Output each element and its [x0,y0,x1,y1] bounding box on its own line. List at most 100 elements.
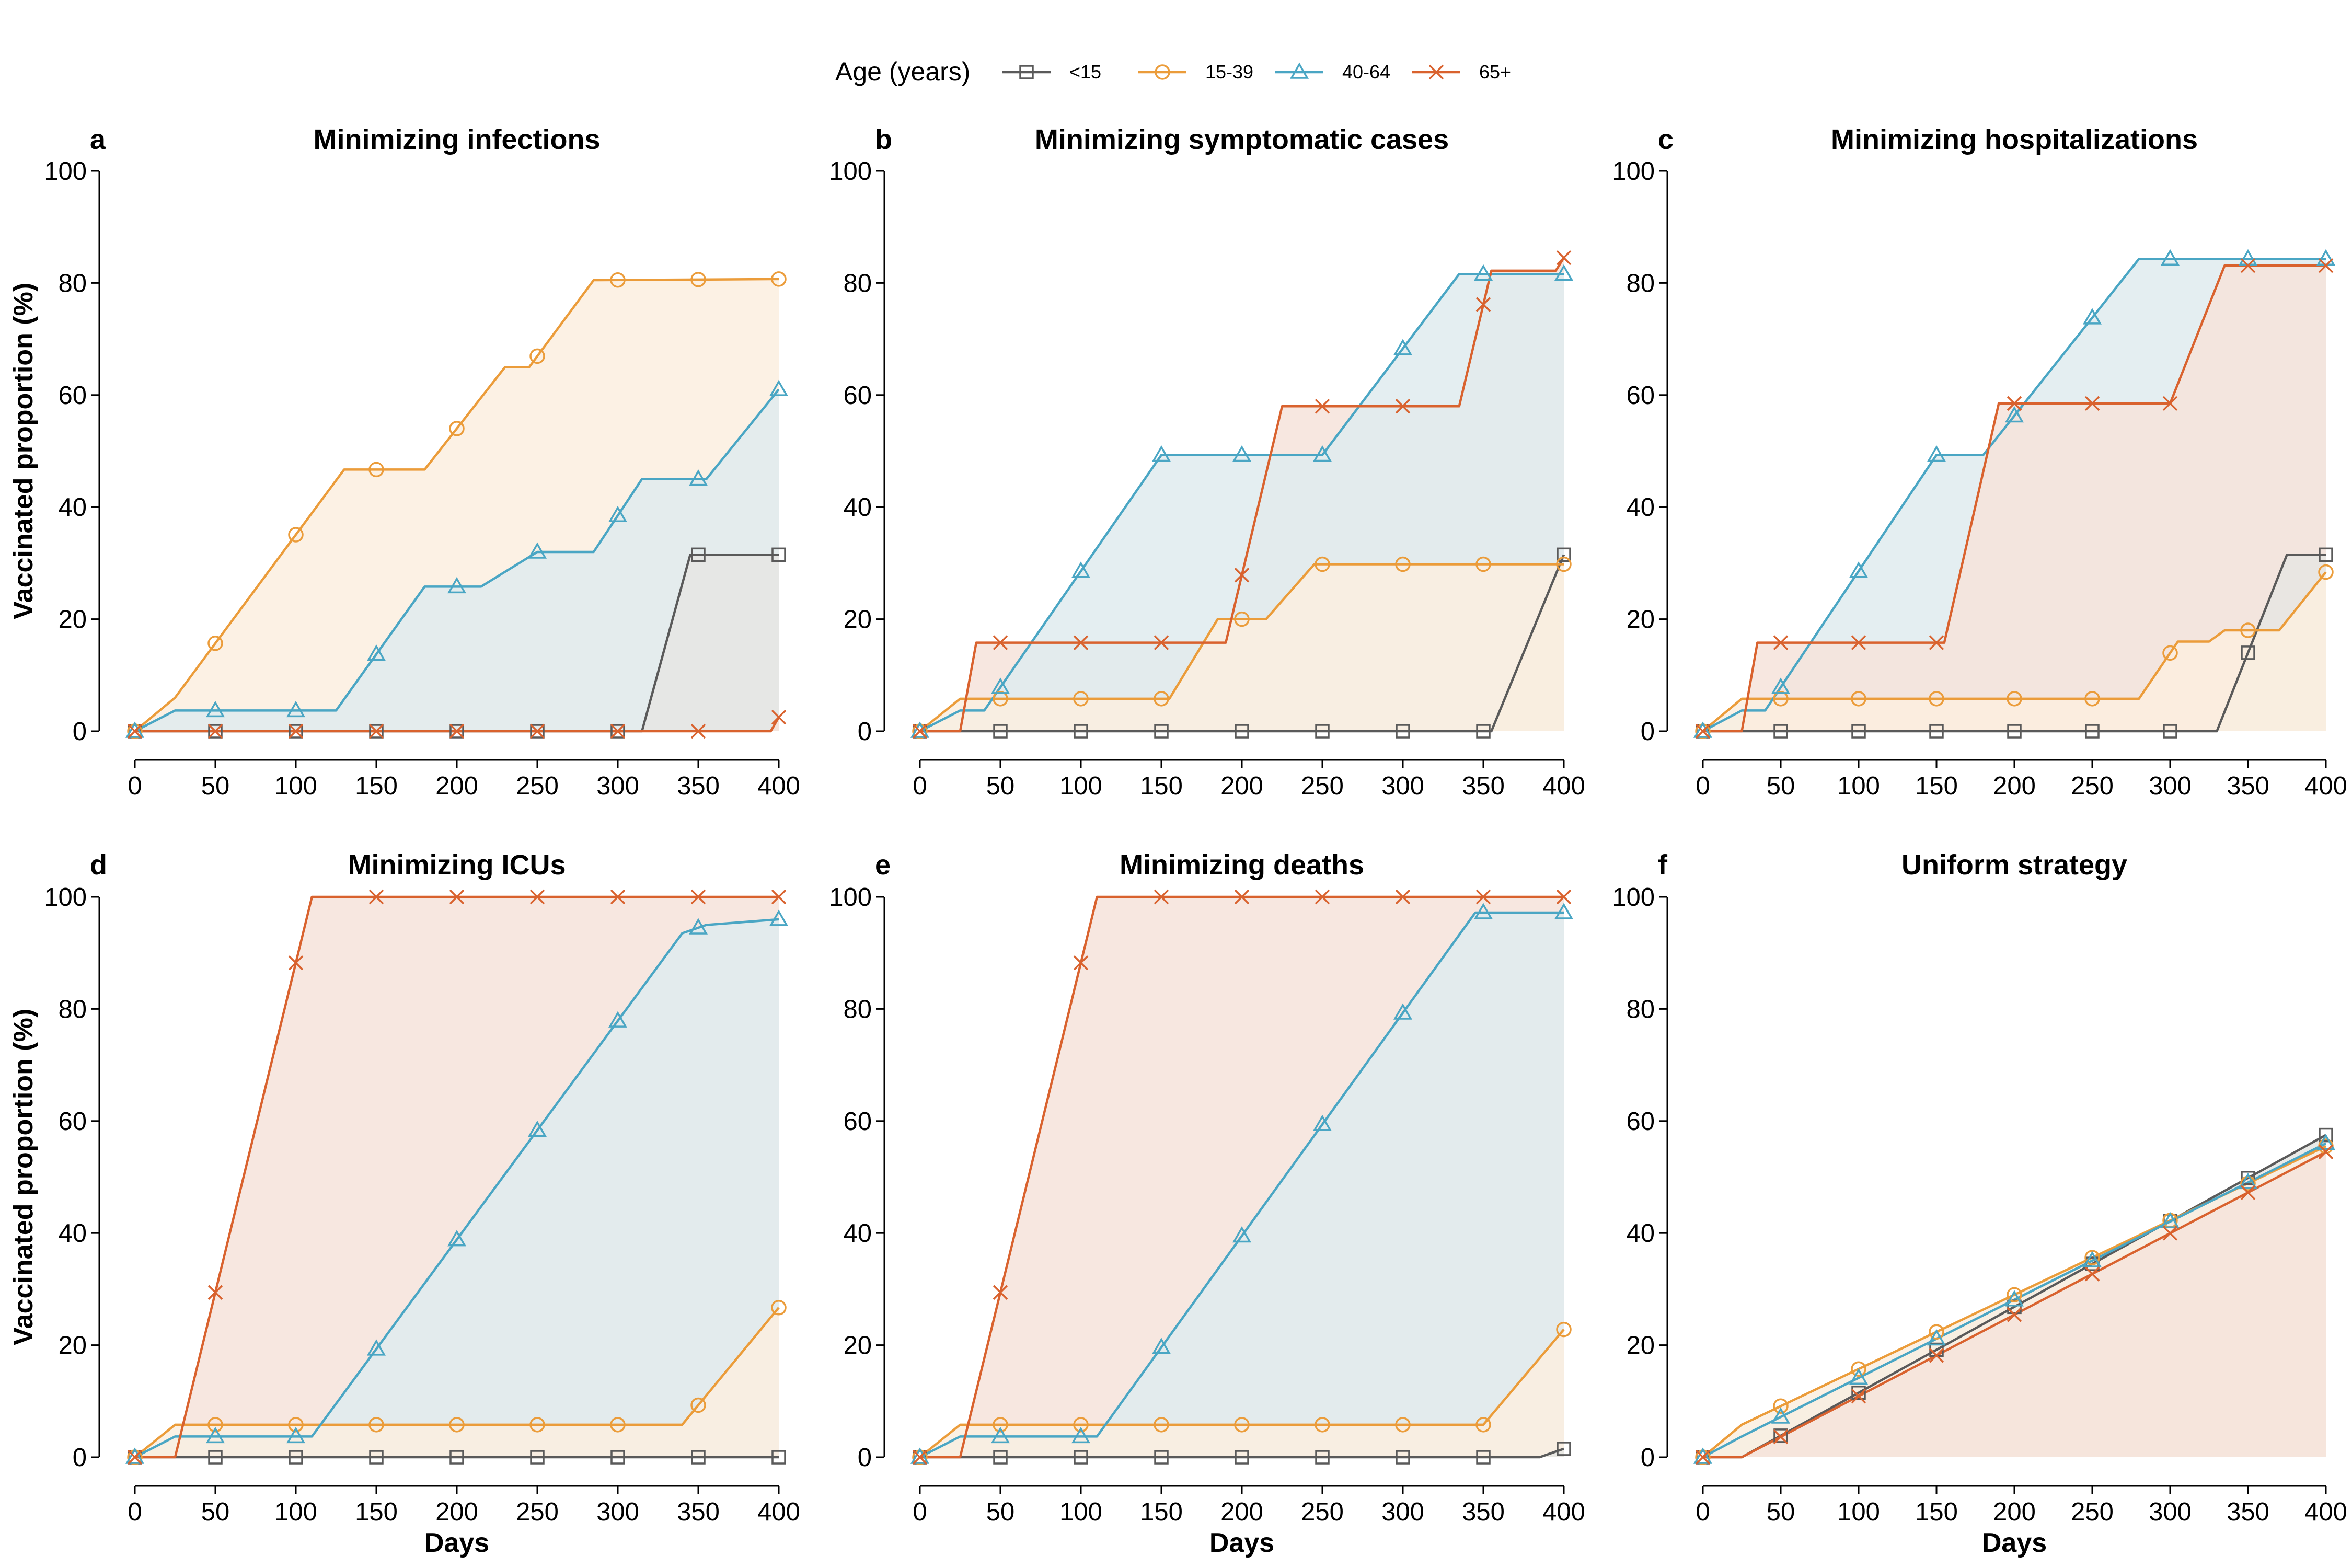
point-b-lt15-150 [1154,724,1169,739]
point-d-15-39-400 [771,1300,787,1316]
y-tick-label-e-0: 0 [858,1444,872,1472]
markers-a-65plus [127,709,787,739]
point-c-15-39-250 [2084,691,2100,707]
point-c-65plus-150 [1929,635,1944,650]
point-b-65plus-0 [912,723,928,739]
point-b-15-39-200 [1234,611,1250,627]
x-tick-label-f-350: 350 [2227,1498,2269,1526]
point-a-40-64-200 [447,577,467,594]
point-f-40-64-0 [1693,1447,1713,1464]
x-tick-label-d-250: 250 [516,1498,559,1526]
point-c-40-64-300 [2160,249,2180,266]
point-b-lt15-50 [993,724,1008,739]
point-b-40-64-350 [1473,264,1493,281]
point-c-65plus-100 [1851,635,1866,650]
point-c-lt15-400 [2319,547,2333,562]
point-c-15-39-50 [1773,691,1789,707]
point-e-15-39-50 [993,1417,1008,1433]
point-f-15-39-150 [1929,1324,1944,1340]
point-c-65plus-400 [2318,258,2334,273]
y-tick-label-b-60: 60 [843,382,872,410]
point-c-lt15-200 [2007,724,2022,739]
point-e-15-39-300 [1395,1417,1411,1433]
x-tick-label-f-150: 150 [1915,1498,1958,1526]
point-d-lt15-300 [610,1450,625,1465]
panel-letter-f: f [1658,849,1668,881]
x-tick-label-a-200: 200 [435,772,478,800]
line-d-15-39 [134,1307,780,1458]
y-tick-label-d-20: 20 [58,1332,87,1360]
point-e-65plus-250 [1315,889,1330,905]
point-f-15-39-100 [1851,1361,1866,1377]
y-tick-label-a-60: 60 [58,382,87,410]
point-d-15-39-350 [690,1397,706,1413]
x-tick-label-a-400: 400 [757,772,800,800]
markers-b-40-64 [910,264,1574,738]
point-f-40-64-200 [2004,1290,2024,1307]
point-b-65plus-200 [1234,568,1250,583]
point-c-15-39-200 [2007,691,2022,707]
point-f-65plus-100 [1851,1388,1866,1404]
point-f-40-64-150 [1927,1329,1946,1346]
point-b-40-64-200 [1232,445,1252,462]
x-tick-label-a-300: 300 [596,772,639,800]
line-d-40-64 [134,918,779,1459]
area-f-65plus [1703,1151,2326,1457]
x-tick-label-e-0: 0 [913,1498,927,1526]
y-axis-title-d: Vaccinated proportion (%) [8,1009,39,1345]
point-b-40-64-250 [1312,445,1332,462]
point-e-40-64-300 [1393,1003,1413,1020]
point-d-40-64-150 [366,1339,386,1356]
legend-items: <15 15-39 40-64 65+ [1002,61,1511,83]
panel-letter-b: b [875,124,892,155]
point-d-lt15-400 [771,1450,786,1465]
panel-title-c: Minimizing hospitalizations [1831,124,2198,155]
markers-c-lt15 [1696,547,2333,739]
point-d-lt15-150 [369,1450,384,1465]
y-tick-label-a-100: 100 [44,157,87,186]
point-e-40-64-0 [910,1447,930,1464]
markers-f-40-64 [1693,1134,2336,1464]
point-b-40-64-300 [1393,339,1413,355]
point-a-40-64-100 [286,700,306,718]
y-tick-label-a-40: 40 [58,493,87,522]
y-tick-label-d-0: 0 [73,1444,87,1472]
markers-e-15-39 [912,1321,1572,1465]
point-c-15-39-350 [2240,622,2256,638]
point-c-lt15-300 [2163,724,2177,739]
line-e-40-64 [919,911,1564,1459]
point-b-65plus-100 [1073,635,1089,650]
x-tick-label-b-400: 400 [1542,772,1585,800]
point-c-15-39-100 [1851,691,1866,707]
point-e-65plus-50 [993,1285,1008,1300]
point-d-65plus-400 [771,889,787,905]
point-e-40-64-150 [1151,1338,1171,1354]
point-f-65plus-350 [2240,1185,2256,1200]
point-f-65plus-250 [2084,1266,2100,1282]
markers-d-65plus [127,889,787,1465]
point-c-65plus-0 [1695,723,1711,739]
y-tick-label-b-100: 100 [829,157,872,186]
point-f-65plus-50 [1773,1429,1789,1445]
point-b-15-39-400 [1556,556,1572,572]
area-e-40-64 [920,913,1564,1457]
point-a-lt15-200 [449,724,464,739]
area-c-65plus [1703,266,2326,732]
point-d-lt15-200 [449,1450,464,1465]
areas-e [920,897,1564,1457]
area-b-15-39 [920,564,1564,731]
point-c-40-64-250 [2082,308,2102,325]
point-e-40-64-50 [990,1426,1010,1444]
point-c-lt15-150 [1929,724,1944,739]
x-tick-label-e-300: 300 [1381,1498,1424,1526]
point-e-65plus-100 [1073,955,1089,971]
x-tick-label-b-0: 0 [913,772,927,800]
point-a-lt15-150 [369,724,384,739]
markers-a-40-64 [125,379,789,738]
panel-title-a: Minimizing infections [314,124,601,155]
point-d-15-39-250 [529,1417,545,1433]
legend-item-40-64: 40-64 [1275,61,1390,83]
